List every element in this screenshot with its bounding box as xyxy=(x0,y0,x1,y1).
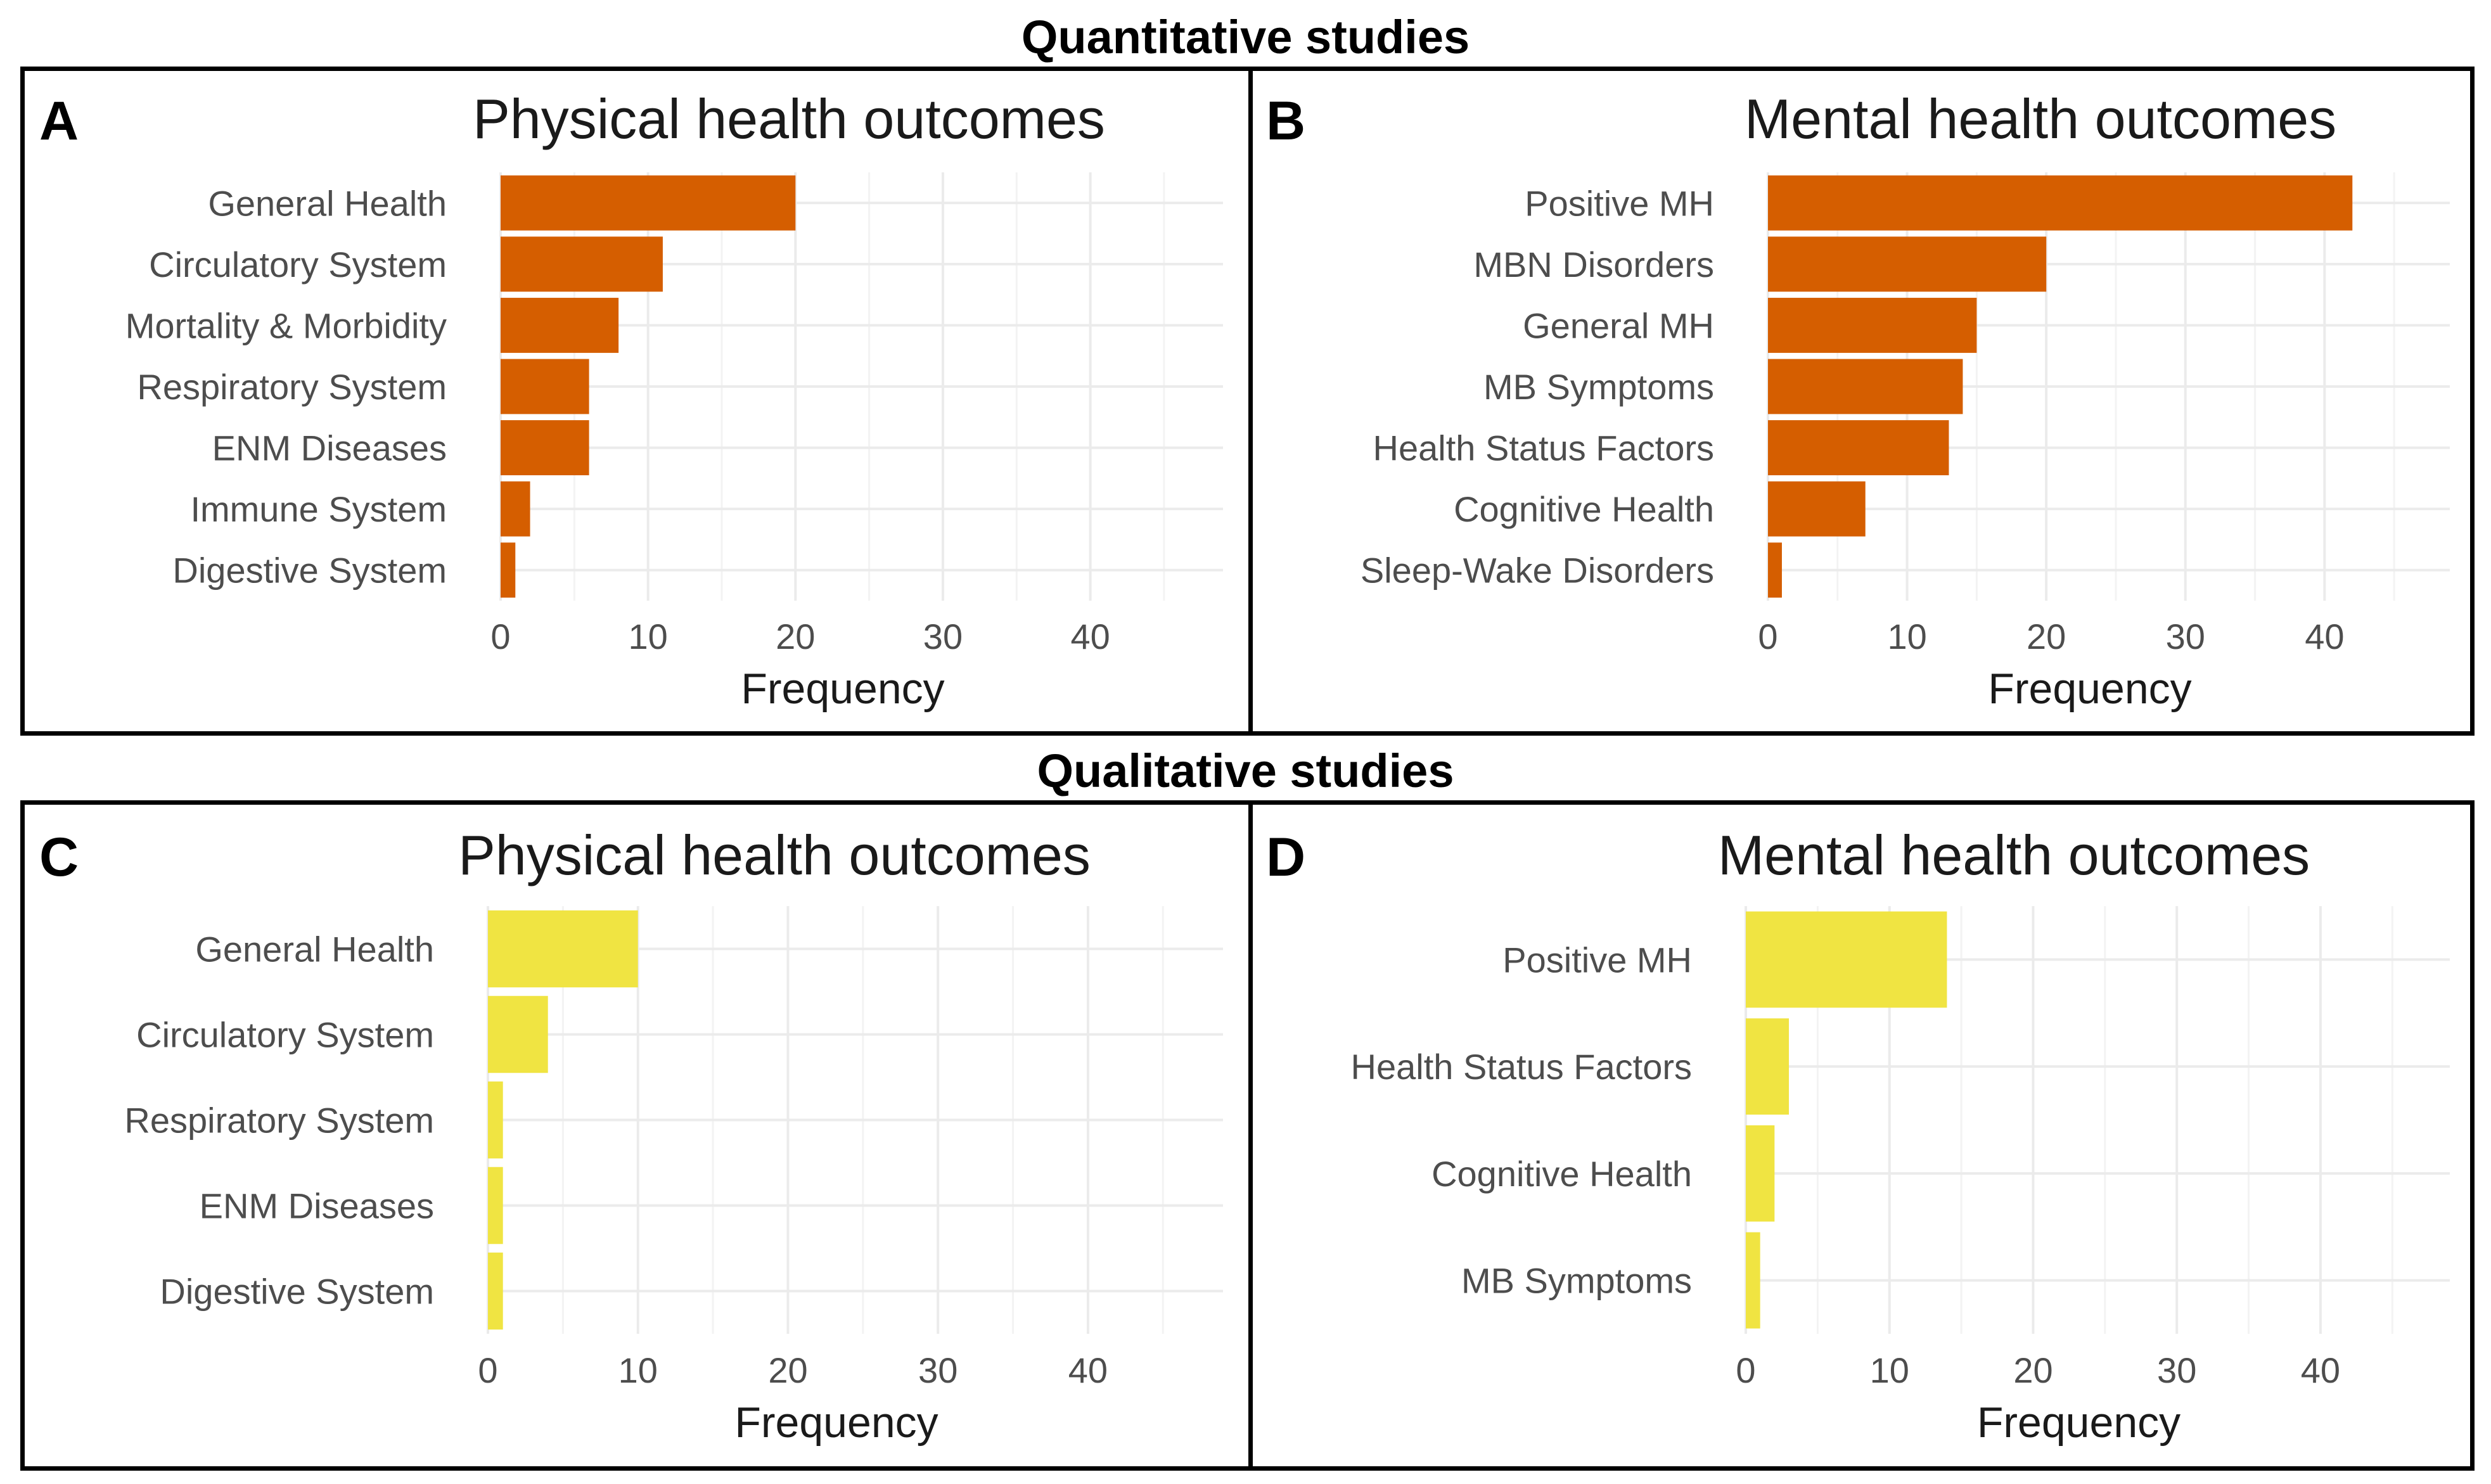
panel-a-bar xyxy=(501,359,589,414)
panel-c-bar xyxy=(488,1167,503,1244)
section-title-qualitative: Qualitative studies xyxy=(1037,745,1454,797)
panel-d-tick-label: 0 xyxy=(1736,1350,1755,1390)
panel-b-tick-label: 20 xyxy=(2027,617,2066,656)
panel-c-tick-label: 30 xyxy=(918,1350,957,1390)
panel-b-tick-label: 10 xyxy=(1887,617,1926,656)
panel-c-category-label: General Health xyxy=(195,930,434,969)
panel-c-tick-label: 40 xyxy=(1068,1350,1108,1390)
panel-b-bar xyxy=(1768,542,1782,598)
panel-d-tick-label: 10 xyxy=(1870,1350,1909,1390)
panel-b-bar xyxy=(1768,236,2047,292)
panel-b-tick-label: 30 xyxy=(2166,617,2205,656)
panel-d-bar xyxy=(1746,1018,1790,1115)
panel-b-bar xyxy=(1768,175,2353,231)
panel-d-label: D xyxy=(1266,827,1305,888)
panel-d-bar xyxy=(1746,911,1947,1008)
panel-d-tick-label: 30 xyxy=(2157,1350,2196,1390)
panel-a-bar xyxy=(501,542,516,598)
panel-a-title: Physical health outcomes xyxy=(473,87,1105,150)
panel-a-tick-label: 30 xyxy=(923,617,963,656)
panel-b-bar xyxy=(1768,297,1977,353)
panel-c-title: Physical health outcomes xyxy=(458,824,1091,886)
panel-a-category-label: ENM Diseases xyxy=(212,428,447,468)
panel-c-bar xyxy=(488,995,548,1073)
panel-a-bar xyxy=(501,481,530,537)
section-title-quantitative: Quantitative studies xyxy=(1021,11,1470,63)
panel-b-bar xyxy=(1768,481,1866,537)
panel-d-category-label: MB Symptoms xyxy=(1461,1261,1692,1301)
panel-c-category-label: Respiratory System xyxy=(124,1101,434,1141)
panel-c-tick-label: 20 xyxy=(768,1350,807,1390)
panel-b-title: Mental health outcomes xyxy=(1745,87,2336,150)
panel-b-category-label: Positive MH xyxy=(1525,183,1714,223)
panel-d-category-label: Health Status Factors xyxy=(1351,1047,1692,1087)
panel-c-bar xyxy=(488,1081,503,1159)
panel-b-label: B xyxy=(1266,91,1305,151)
panel-d-bar xyxy=(1746,1125,1775,1222)
panel-d-tick-label: 40 xyxy=(2301,1350,2340,1390)
panel-c-tick-label: 0 xyxy=(478,1350,497,1390)
panel-d-xlabel: Frequency xyxy=(1977,1398,2180,1447)
panel-b-xlabel: Frequency xyxy=(1988,665,2191,713)
panel-a-category-label: Immune System xyxy=(190,489,447,529)
panel-b-tick-label: 0 xyxy=(1758,617,1777,656)
panel-a-category-label: Circulatory System xyxy=(149,245,447,285)
panel-c-bar xyxy=(488,1252,503,1330)
panel-b-category-label: General MH xyxy=(1523,305,1714,345)
panel-c-category-label: Digestive System xyxy=(160,1272,434,1312)
panel-b-category-label: Sleep-Wake Disorders xyxy=(1361,551,1714,591)
panel-b-bar xyxy=(1768,420,1949,476)
panel-a-tick-label: 0 xyxy=(490,617,510,656)
panel-c-label: C xyxy=(39,827,79,888)
panel-a-xlabel: Frequency xyxy=(741,665,944,713)
panel-c-xlabel: Frequency xyxy=(734,1398,938,1447)
panel-a-label: A xyxy=(39,91,79,151)
panel-a-bar xyxy=(501,297,619,353)
panel-a-bar xyxy=(501,236,663,292)
panel-a-category-label: Respiratory System xyxy=(137,367,447,407)
panel-a-category-label: General Health xyxy=(208,183,447,223)
panel-b-bar xyxy=(1768,359,1963,414)
panel-a-category-label: Digestive System xyxy=(172,551,447,591)
panel-a-tick-label: 10 xyxy=(629,617,668,656)
panel-b-tick-label: 40 xyxy=(2305,617,2344,656)
panel-d-title: Mental health outcomes xyxy=(1718,824,2310,886)
panel-a-bar xyxy=(501,420,589,476)
panel-b-category-label: MB Symptoms xyxy=(1483,367,1714,407)
panel-a-tick-label: 40 xyxy=(1070,617,1110,656)
panel-c-category-label: ENM Diseases xyxy=(200,1186,434,1226)
panel-c-bar xyxy=(488,910,638,988)
panel-d-bar xyxy=(1746,1232,1760,1329)
panel-d-tick-label: 20 xyxy=(2013,1350,2052,1390)
panel-d-category-label: Positive MH xyxy=(1502,940,1692,980)
panel-d-category-label: Cognitive Health xyxy=(1431,1154,1692,1194)
panel-c-category-label: Circulatory System xyxy=(136,1015,434,1055)
panel-a-bar xyxy=(501,175,796,231)
panel-a-tick-label: 20 xyxy=(776,617,815,656)
panel-b-category-label: MBN Disorders xyxy=(1473,245,1714,285)
panel-b-category-label: Cognitive Health xyxy=(1454,489,1714,529)
panel-b-category-label: Health Status Factors xyxy=(1373,428,1714,468)
panel-a-category-label: Mortality & Morbidity xyxy=(125,305,447,345)
panel-c-tick-label: 10 xyxy=(618,1350,658,1390)
